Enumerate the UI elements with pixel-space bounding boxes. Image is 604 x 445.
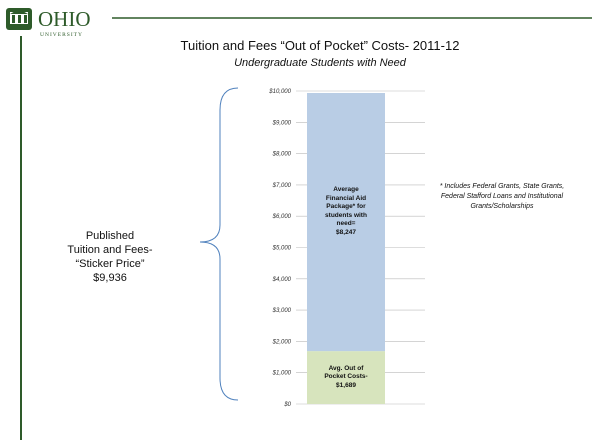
note: * Includes Federal Grants, State Grants,… [439, 183, 565, 210]
y-tick-label: $0 [283, 402, 291, 408]
annotation-line: “Sticker Price” [75, 258, 145, 270]
y-tick-label: $6,000 [272, 214, 292, 220]
segment-label: Avg. Out of Pocket Costs- [324, 364, 368, 381]
chart-subtitle: Undergraduate Students with Need [234, 57, 407, 69]
annotation-line: Tuition and Fees- [67, 244, 153, 256]
brace [199, 87, 239, 401]
y-tick-label: $3,000 [272, 308, 292, 314]
segment-value: $8,247 [336, 229, 356, 237]
y-tick-label: $10,000 [268, 89, 291, 95]
y-tick-label: $1,000 [272, 371, 292, 377]
chart-title: Tuition and Fees “Out of Pocket” Costs- … [181, 38, 460, 53]
annotation-line: $9,936 [93, 272, 127, 284]
bar-segment [307, 93, 385, 352]
logo-sub: UNIVERSITY [40, 32, 83, 38]
y-tick-label: $2,000 [272, 339, 292, 345]
annotation-line: Published [85, 230, 135, 242]
y-tick-label: $7,000 [272, 183, 292, 189]
y-tick-label: $8,000 [272, 152, 292, 158]
y-tick-label: $5,000 [272, 246, 292, 252]
y-tick-label: $9,000 [272, 120, 292, 126]
logo-icon [6, 8, 32, 30]
bar-segment [307, 351, 385, 404]
segment-label: Average Financial Aid Package* for stude… [325, 186, 367, 228]
y-tick-label: $4,000 [272, 277, 292, 283]
segment-value: $1,689 [336, 381, 356, 389]
logo-name: OHIO [38, 7, 91, 31]
